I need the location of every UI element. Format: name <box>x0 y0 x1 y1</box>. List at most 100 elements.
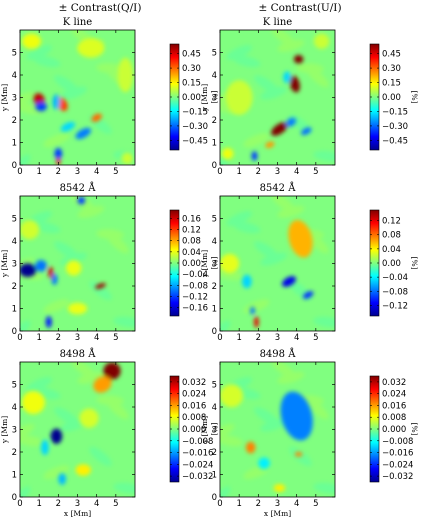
x-tick-label: 1 <box>236 333 241 343</box>
x-tick-label: 2 <box>256 333 261 343</box>
heatmap-feature <box>91 113 102 122</box>
y-tick-label: 0 <box>212 161 217 171</box>
x-tick-label: 4 <box>94 167 99 177</box>
y-tick-label: 5 <box>212 215 217 225</box>
heatmap-feature <box>294 451 303 457</box>
heatmap-feature <box>242 274 252 289</box>
y-tick-label: 5 <box>12 381 17 391</box>
y-tick-label: 4 <box>212 403 217 413</box>
y-tick-label: 0 <box>12 161 17 171</box>
heatmap-feature <box>282 276 296 287</box>
colorbar-tick-label: −0.12 <box>382 301 408 311</box>
y-tick-label: 2 <box>212 448 217 458</box>
panel-2-1: 8498 Å 0 1 2 3 4 5 0 1 2 3 4 5 y [Mm] x [Mm] 0.032 0.024… <box>200 348 419 518</box>
heatmap-feature <box>75 127 92 140</box>
panel-title: K line <box>263 17 292 28</box>
heatmap-feature <box>288 219 313 258</box>
colorbar-tick-label: −0.016 <box>182 449 213 459</box>
colorbar-tick-label: 0.04 <box>182 248 201 258</box>
x-tick-label: 0 <box>217 167 222 177</box>
colorbar-tick-label: −0.12 <box>182 292 208 302</box>
y-tick-label: 3 <box>12 94 17 104</box>
heatmap-feature <box>250 306 255 315</box>
heatmap-feature <box>289 75 300 93</box>
y-tick-label: 1 <box>12 471 17 481</box>
x-tick-label: 1 <box>36 499 41 509</box>
colorbar-tick-label: 0.008 <box>182 413 206 423</box>
colorbar-tick-label: −0.024 <box>382 460 413 470</box>
column-title-u: ± Contrast(U/I) <box>258 2 341 14</box>
heatmap-feature <box>121 152 134 164</box>
y-tick-label: 3 <box>12 426 17 436</box>
colorbar-tick-label: 0.08 <box>382 231 401 241</box>
colorbar-tick-label: −0.30 <box>382 122 408 132</box>
heatmap-feature <box>251 151 258 161</box>
colorbar-tick-label: 0.000 <box>182 425 206 435</box>
colorbar-tick-label: −0.008 <box>182 437 213 447</box>
heatmap-feature <box>51 273 58 285</box>
y-axis-label: y [Mm] <box>200 84 209 112</box>
heatmap-feature <box>293 55 304 64</box>
heatmap-feature <box>56 158 61 165</box>
x-tick-label: 5 <box>113 167 118 177</box>
heatmap-feature <box>20 263 37 277</box>
x-tick-label: 2 <box>56 333 61 343</box>
x-tick-label: 2 <box>256 167 261 177</box>
y-tick-label: 0 <box>212 493 217 503</box>
y-tick-label: 1 <box>12 305 17 315</box>
heatmap-feature <box>117 57 134 93</box>
heatmap-feature <box>265 141 275 148</box>
y-tick-label: 2 <box>212 116 217 126</box>
heatmap-feature <box>271 122 288 136</box>
x-tick-label: 2 <box>256 499 261 509</box>
x-tick-label: 0 <box>17 499 22 509</box>
colorbar-tick-label: 0.016 <box>382 401 406 411</box>
x-tick-label: 4 <box>294 333 299 343</box>
colorbar-unit-label: [%] <box>410 91 419 104</box>
y-tick-label: 1 <box>212 305 217 315</box>
heatmap-feature <box>220 253 240 274</box>
heatmap <box>220 362 335 497</box>
heatmap <box>20 196 135 331</box>
colorbar-tick-label: −0.04 <box>382 273 408 283</box>
x-tick-label: 5 <box>313 333 318 343</box>
y-tick-label: 5 <box>212 381 217 391</box>
y-tick-label: 2 <box>212 282 217 292</box>
heatmap-feature <box>66 260 82 276</box>
heatmap-feature <box>67 302 88 315</box>
colorbar-tick-label: −0.15 <box>182 107 208 117</box>
colorbar-tick-label: −0.45 <box>182 136 208 146</box>
column-title-q: ± Contrast(Q/I) <box>59 2 142 14</box>
colorbar-tick-label: −0.032 <box>382 472 413 482</box>
heatmap-feature <box>285 117 297 127</box>
heatmap-feature <box>103 362 121 380</box>
heatmap-feature <box>79 408 99 428</box>
colorbar-tick-label: 0.30 <box>182 64 201 74</box>
heatmap-feature <box>21 391 45 414</box>
x-tick-label: 5 <box>113 333 118 343</box>
heatmap-feature <box>41 439 49 456</box>
y-tick-label: 4 <box>12 71 17 81</box>
heatmap-feature <box>302 291 314 299</box>
x-tick-label: 0 <box>217 333 222 343</box>
colorbar-tick-label: 0.024 <box>382 390 406 400</box>
heatmap-feature <box>58 473 66 485</box>
x-tick-label: 3 <box>275 167 280 177</box>
colorbar-tick-label: 0.30 <box>382 64 401 74</box>
y-tick-label: 4 <box>12 403 17 413</box>
heatmap-feature <box>93 376 112 393</box>
y-tick-label: 1 <box>212 471 217 481</box>
panel-0-1: K line 0 1 2 3 4 5 0 1 2 3 4 5 y [Mm] 0.45 0.30 0.15 0.00… <box>200 17 419 177</box>
heatmap-feature <box>35 101 47 112</box>
y-tick-label: 3 <box>212 94 217 104</box>
colorbar-tick-label: 0.000 <box>382 425 406 435</box>
x-tick-label: 0 <box>17 333 22 343</box>
heatmap-feature <box>95 283 106 289</box>
heatmap-feature <box>52 94 61 110</box>
y-tick-label: 4 <box>12 237 17 247</box>
y-axis-label: y [Mm] <box>0 250 9 278</box>
colorbar-tick-label: −0.08 <box>182 281 208 291</box>
colorbar-tick-label: −0.04 <box>182 270 208 280</box>
colorbar-tick-label: 0.08 <box>182 237 201 247</box>
colorbar-tick-label: −0.008 <box>382 437 413 447</box>
